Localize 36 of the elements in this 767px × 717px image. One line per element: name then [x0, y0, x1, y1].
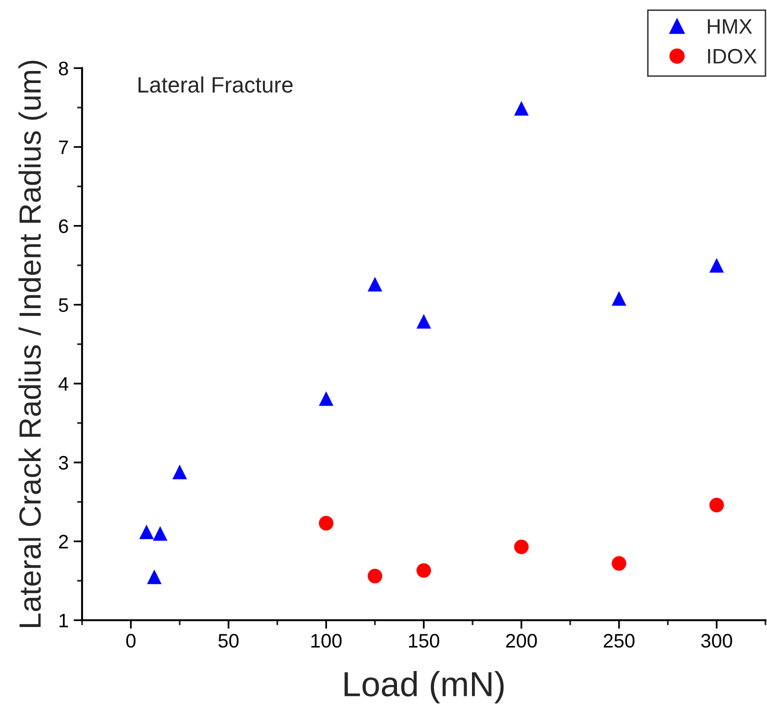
x-tick-label: 300 [701, 634, 732, 648]
point [612, 291, 626, 306]
x-tick-label: 150 [409, 634, 440, 648]
point [368, 568, 382, 584]
y-tick-label: 6 [59, 219, 68, 234]
legend-label: HMX [708, 19, 752, 34]
y-tick-label: 3 [58, 456, 68, 470]
x-tick-label: 200 [506, 634, 537, 648]
point [318, 516, 334, 530]
x-axis-title: Load (mN) [344, 670, 504, 704]
y-tick-label: 2 [59, 534, 68, 548]
x-tick-label: 100 [311, 634, 342, 648]
point [416, 563, 432, 578]
point [709, 498, 724, 512]
x-tick-label: 250 [604, 634, 634, 648]
annotation: Lateral Fracture [138, 76, 293, 93]
point [139, 524, 154, 540]
point [514, 101, 529, 116]
point [318, 391, 334, 406]
y-tick-label: 8 [58, 62, 68, 76]
point [147, 570, 162, 584]
legend-label: IDOX [708, 48, 757, 64]
y-tick-label: 5 [58, 298, 68, 312]
point [612, 556, 626, 571]
x-tick-label: 0 [126, 634, 136, 648]
point [368, 276, 382, 292]
y-tick-label: 4 [58, 377, 68, 391]
x-tick-label: 50 [218, 634, 239, 648]
point [514, 540, 529, 554]
point [709, 258, 724, 273]
point [416, 314, 432, 329]
point [152, 526, 168, 541]
point [172, 464, 187, 480]
y-tick-label: 1 [60, 614, 68, 628]
y-axis-title: Lateral Crack Radius / Indent Radius (um) [18, 60, 47, 627]
y-tick-label: 7 [59, 140, 68, 154]
